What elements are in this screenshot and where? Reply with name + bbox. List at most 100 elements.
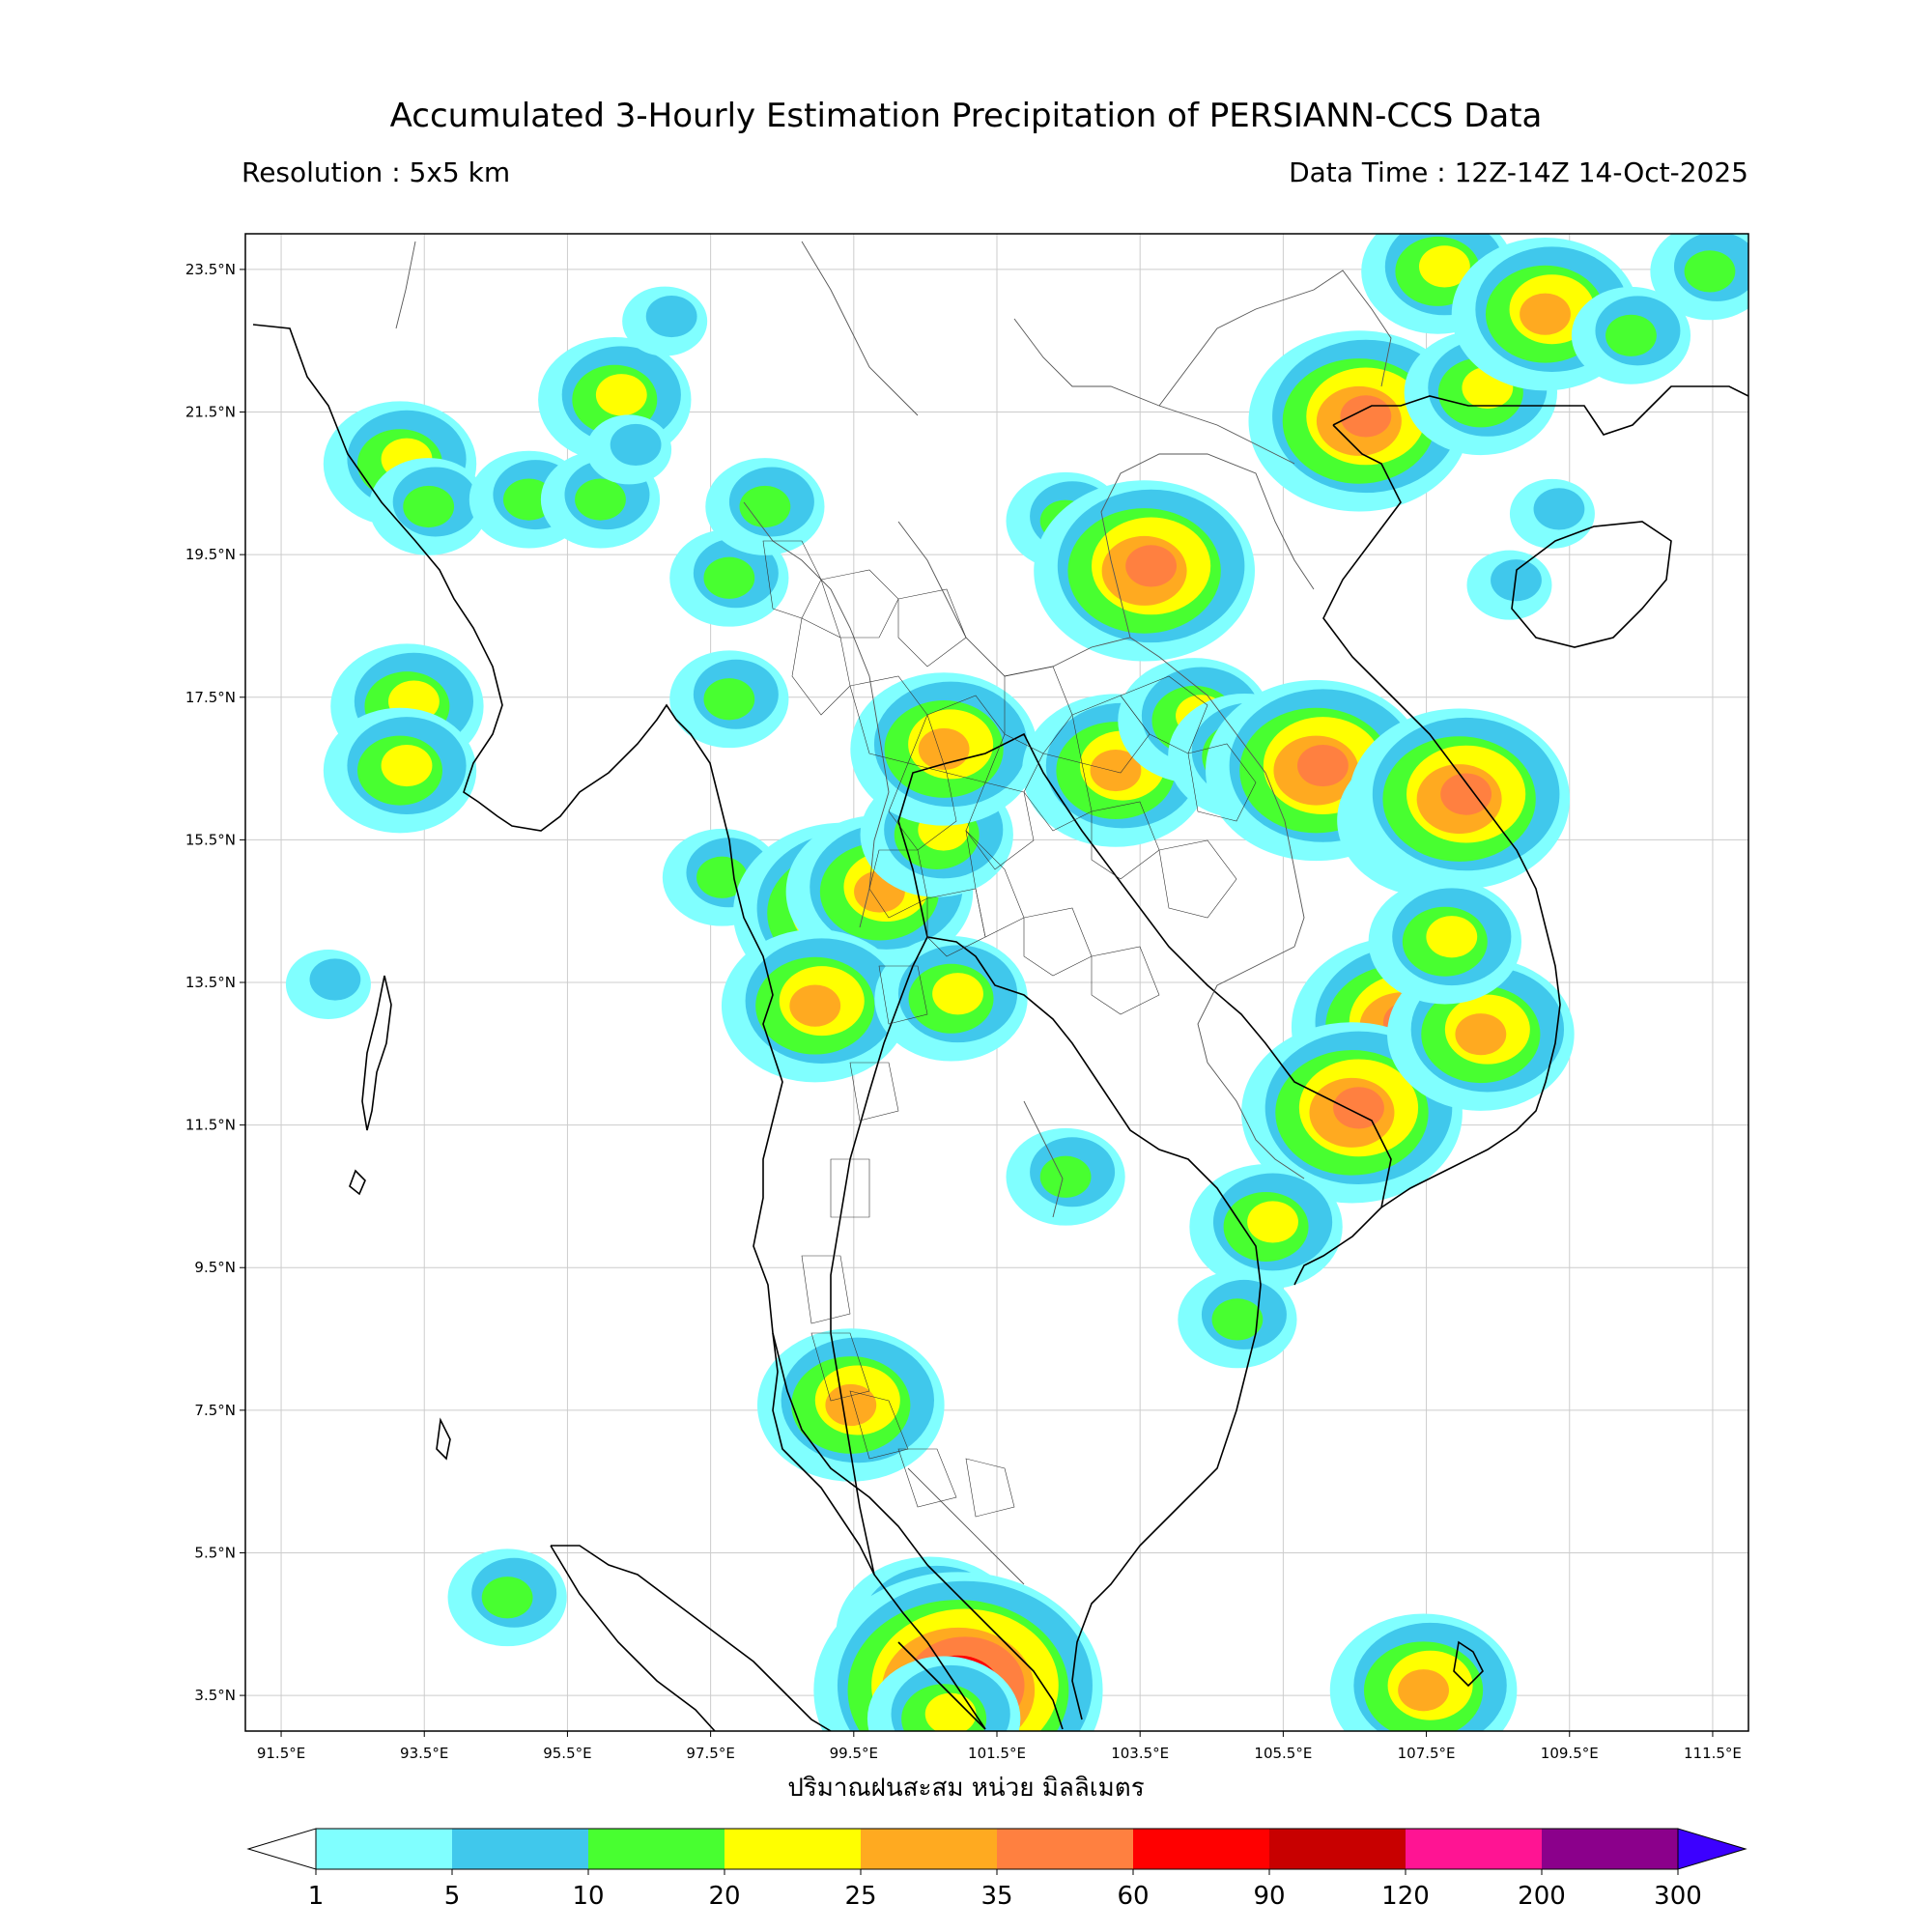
latitude-ticks: 23.5°N 21.5°N 19.5°N 17.5°N 15.5°N 13.5°N 11.5…: [185, 261, 245, 1704]
lon-tick-label: 107.5°E: [1398, 1745, 1456, 1762]
rain-band: [309, 958, 361, 1001]
colorbar-segment: [1269, 1829, 1406, 1869]
rain-cell: [1368, 878, 1522, 1005]
rain-cell: [705, 458, 825, 555]
colorbar-label: 25: [844, 1882, 876, 1911]
colorbar-label: 1: [308, 1882, 325, 1911]
rain-band: [1418, 245, 1470, 288]
rain-cell: [323, 707, 477, 834]
coastline-layer: [252, 324, 1748, 1731]
colorbar-label: 10: [572, 1882, 604, 1911]
rain-band: [610, 423, 662, 467]
rain-cell: [369, 458, 489, 555]
rain-cell: [447, 1548, 567, 1647]
rain-cell: [1650, 234, 1748, 321]
colorbar-segment: [316, 1829, 452, 1869]
rain-cell: [757, 1328, 945, 1482]
lon-tick-label: 97.5°E: [686, 1745, 734, 1762]
lon-tick-label: 99.5°E: [830, 1745, 878, 1762]
lon-tick-label: 101.5°E: [968, 1745, 1026, 1762]
rain-band: [1426, 916, 1478, 958]
rain-band: [1533, 488, 1585, 530]
rain-cell: [586, 414, 672, 485]
colorbar-segment: [997, 1829, 1133, 1869]
rain-band: [502, 478, 554, 521]
colorbar-label: 120: [1381, 1882, 1430, 1911]
rain-band: [1455, 1013, 1507, 1056]
rain-band: [1297, 744, 1349, 787]
rain-cell: [721, 928, 909, 1083]
lon-tick-label: 95.5°E: [543, 1745, 591, 1762]
rain-cell: [874, 935, 1028, 1062]
resolution-label: Resolution : 5x5 km: [242, 156, 511, 188]
lat-tick-label: 5.5°N: [194, 1544, 236, 1561]
rain-band: [1039, 1155, 1092, 1198]
lon-tick-label: 103.5°E: [1111, 1745, 1169, 1762]
rain-band: [1211, 1298, 1264, 1341]
colorbar: 1 5 10 20 25 35 60 90 120 200 300: [246, 1828, 1747, 1911]
rain-cell: [850, 672, 1037, 826]
data-time-label: Data Time : 12Z-14Z 14-Oct-2025: [1289, 156, 1748, 188]
page-title: Accumulated 3-Hourly Estimation Precipit…: [389, 97, 1543, 135]
lon-tick-label: 91.5°E: [257, 1745, 305, 1762]
rain-band: [825, 1383, 877, 1427]
rain-cell: [1466, 550, 1552, 620]
colorbar-label: 60: [1117, 1882, 1149, 1911]
rain-cell: [622, 286, 708, 356]
lat-tick-label: 23.5°N: [185, 261, 236, 278]
rain-band: [1520, 293, 1571, 335]
lat-tick-label: 7.5°N: [194, 1402, 236, 1419]
lat-tick-label: 9.5°N: [194, 1259, 236, 1276]
rain-band: [1684, 250, 1736, 293]
rain-band: [381, 744, 433, 787]
rain-band: [932, 973, 983, 1015]
rain-cell: [1189, 1164, 1343, 1290]
rain-band: [789, 984, 841, 1027]
rain-band: [1340, 395, 1392, 438]
rain-band: [403, 485, 455, 528]
rain-band: [575, 478, 626, 521]
colorbar-label: 200: [1518, 1882, 1566, 1911]
rain-cell: [285, 950, 371, 1019]
unit-label: ปริมาณฝนสะสม หน่วย มิลลิเมตร: [787, 1774, 1145, 1803]
rain-cell: [1571, 286, 1691, 384]
rain-band: [1398, 1669, 1449, 1712]
rain-band: [1247, 1201, 1298, 1243]
lat-tick-label: 17.5°N: [185, 689, 236, 706]
colorbar-segment: [588, 1829, 724, 1869]
lat-tick-label: 15.5°N: [185, 831, 236, 848]
rain-cell: [669, 650, 789, 749]
colorbar-segment: [1542, 1829, 1678, 1869]
colorbar-segment: [452, 1829, 588, 1869]
rain-band: [1125, 545, 1177, 587]
rain-cell: [1349, 708, 1571, 890]
rain-band: [703, 556, 755, 599]
colorbar-over-arrow: [1677, 1828, 1747, 1870]
colorbar-segment: [1133, 1829, 1269, 1869]
rain-cell: [1329, 1613, 1518, 1731]
rain-band: [595, 374, 647, 416]
lon-tick-label: 105.5°E: [1254, 1745, 1312, 1762]
rain-layer: [285, 234, 1748, 1731]
colorbar-segment: [1406, 1829, 1542, 1869]
rain-band: [645, 295, 697, 338]
rain-band: [739, 485, 791, 528]
lon-tick-label: 93.5°E: [400, 1745, 448, 1762]
lat-tick-label: 13.5°N: [185, 974, 236, 991]
rain-cell: [1006, 1127, 1125, 1226]
lon-tick-label: 109.5°E: [1541, 1745, 1599, 1762]
colorbar-label: 20: [708, 1882, 740, 1911]
rain-band: [924, 1692, 977, 1731]
lat-tick-label: 11.5°N: [185, 1117, 236, 1134]
colorbar-label: 300: [1654, 1882, 1702, 1911]
rain-band: [696, 856, 748, 898]
lat-tick-label: 3.5°N: [194, 1687, 236, 1704]
lat-tick-label: 21.5°N: [185, 404, 236, 421]
rain-cell: [1178, 1270, 1297, 1369]
colorbar-label: 90: [1253, 1882, 1285, 1911]
rain-band: [1333, 1087, 1384, 1129]
longitude-ticks: 91.5°E 93.5°E 95.5°E 97.5°E 99.5°E 101.5°E 103…: [257, 1731, 1742, 1762]
rain-band: [918, 727, 970, 771]
rain-band: [1090, 749, 1142, 792]
